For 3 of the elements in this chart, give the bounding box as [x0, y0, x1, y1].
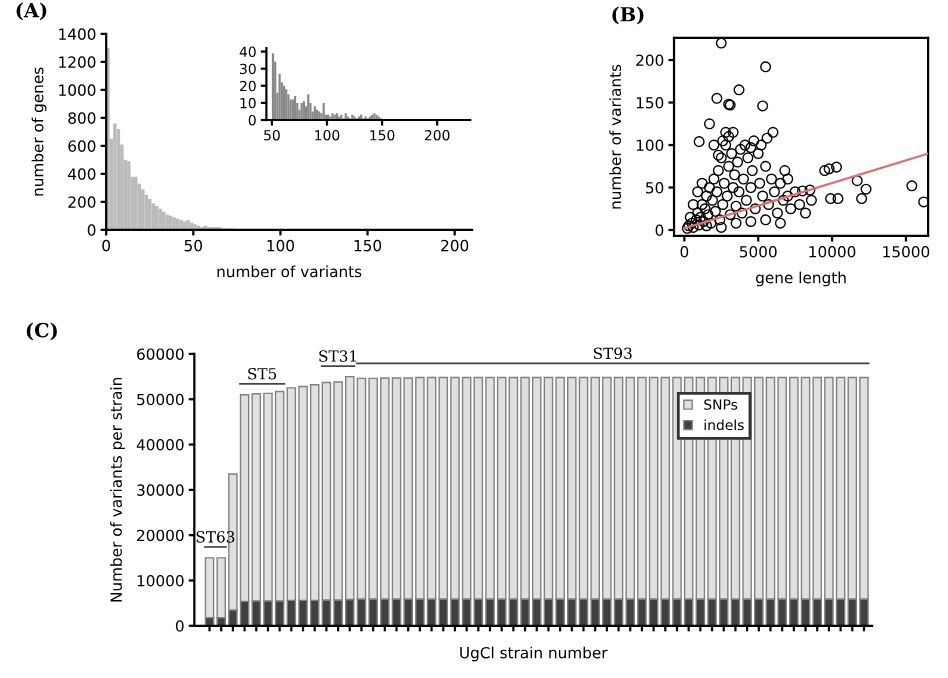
chart-title: (B): [612, 6, 644, 25]
chart-title: (C): [26, 322, 57, 341]
chart-title: (A): [16, 2, 47, 21]
